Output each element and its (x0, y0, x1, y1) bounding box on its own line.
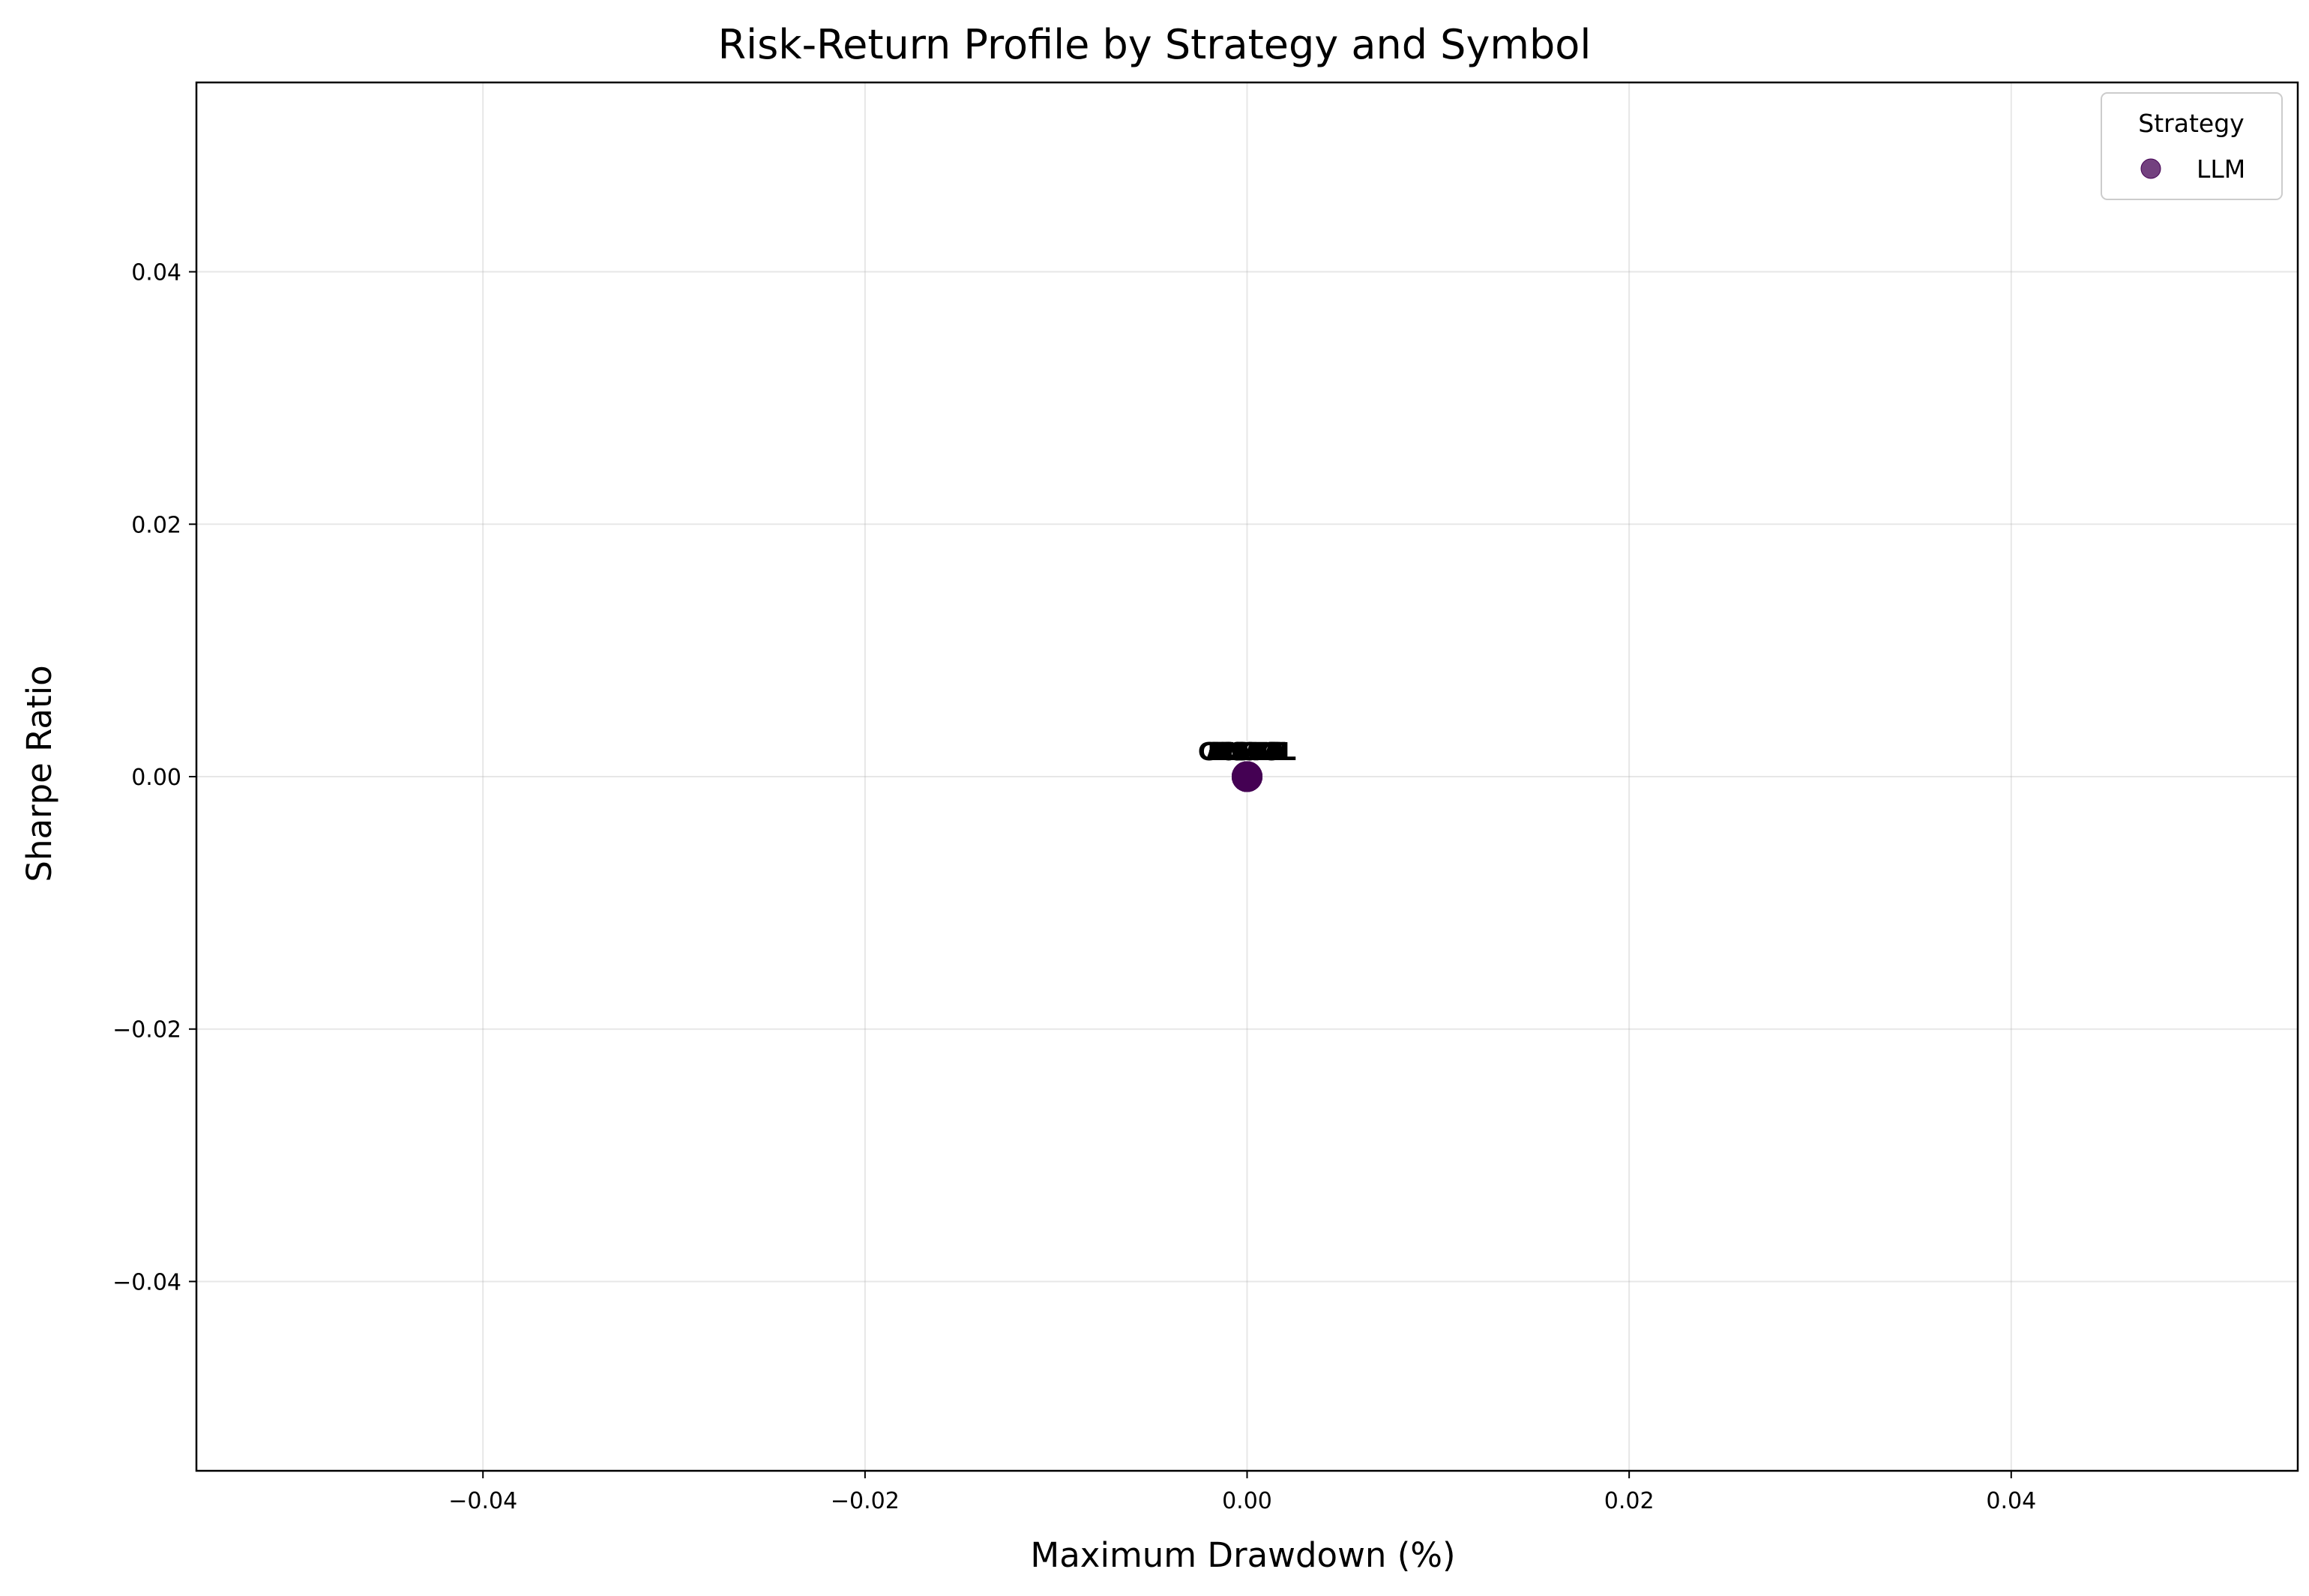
y-tick-label: 0.02 (131, 512, 181, 538)
data-point-label: AAPL (1211, 737, 1283, 766)
x-tick-label: −0.04 (448, 1488, 517, 1514)
legend-marker-llm (2140, 158, 2161, 179)
legend-title: Strategy (2138, 109, 2244, 138)
y-tick-label: −0.04 (112, 1269, 181, 1295)
y-tick-label: −0.02 (112, 1017, 181, 1044)
data-point-label: AMD (1215, 737, 1280, 766)
x-tick-label: −0.02 (831, 1488, 900, 1514)
legend: Strategy LLM (2101, 92, 2283, 200)
data-points (1232, 761, 1262, 792)
data-point-label: GOOGL (1198, 737, 1296, 766)
x-axis-ticks: −0.04 −0.02 0.00 0.02 0.04 (448, 1471, 2036, 1514)
legend-entry-llm: LLM (2197, 154, 2245, 184)
data-point-label: MSFT (1209, 737, 1286, 766)
x-tick-label: 0.04 (1986, 1488, 2036, 1514)
data-point-label: META (1209, 737, 1285, 766)
y-tick-label: 0.00 (131, 765, 181, 791)
chart-title: Risk-Return Profile by Strategy and Symb… (718, 21, 1592, 68)
y-axis-ticks: −0.04 −0.02 0.00 0.02 0.04 (112, 260, 196, 1295)
y-axis-label: Sharpe Ratio (19, 665, 59, 882)
data-point (1232, 761, 1262, 792)
y-tick-label: 0.04 (131, 260, 181, 286)
data-point-label: AMZN (1206, 737, 1289, 766)
data-point-label: TSLA (1212, 737, 1282, 766)
x-tick-label: 0.02 (1604, 1488, 1655, 1514)
grid (196, 82, 2298, 1471)
data-point-label: NVDA (1207, 737, 1287, 766)
x-axis-label: Maximum Drawdown (%) (1030, 1535, 1455, 1575)
x-tick-label: 0.00 (1222, 1488, 1272, 1514)
